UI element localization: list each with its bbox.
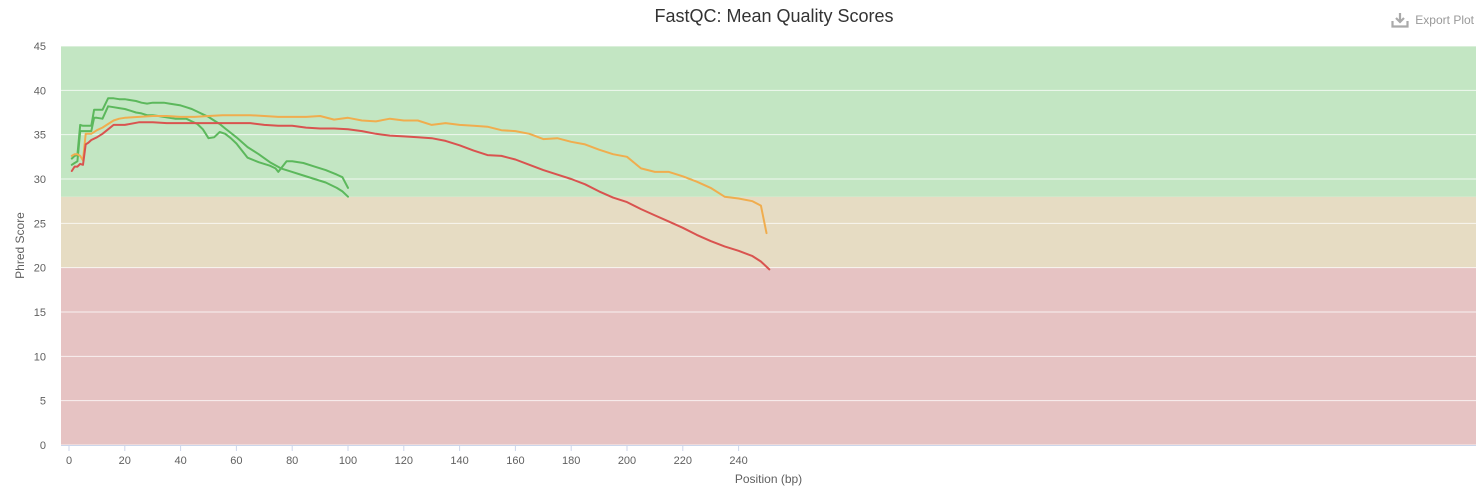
x-tick-label: 0	[66, 455, 72, 467]
x-tick-label: 160	[506, 455, 524, 467]
band-pass	[61, 46, 1476, 197]
y-tick-label: 35	[34, 130, 46, 142]
export-plot-button[interactable]: Export Plot	[1391, 12, 1474, 28]
band-warn	[61, 196, 1476, 268]
x-tick-label: 120	[395, 455, 413, 467]
x-tick-label: 20	[119, 455, 131, 467]
x-tick-label: 240	[729, 455, 747, 467]
y-tick-label: 45	[34, 41, 46, 53]
x-tick-label: 200	[618, 455, 636, 467]
y-tick-label: 40	[34, 85, 46, 97]
y-tick-label: 10	[34, 351, 46, 363]
x-axis-title: Position (bp)	[735, 472, 802, 486]
x-tick-label: 220	[674, 455, 692, 467]
export-plot-label: Export Plot	[1415, 13, 1474, 27]
y-tick-label: 20	[34, 263, 46, 275]
x-tick-label: 100	[339, 455, 357, 467]
x-tick-label: 140	[450, 455, 468, 467]
x-tick-label: 60	[230, 455, 242, 467]
y-axis-title: Phred Score	[13, 212, 27, 279]
y-tick-label: 5	[40, 396, 46, 408]
y-tick-label: 0	[40, 440, 46, 452]
x-tick-label: 80	[286, 455, 298, 467]
x-tick-label: 40	[174, 455, 186, 467]
series-line-pass-2	[70, 105, 349, 189]
y-tick-label: 15	[34, 307, 46, 319]
download-icon	[1391, 12, 1409, 28]
x-tick-label: 180	[562, 455, 580, 467]
chart-title: FastQC: Mean Quality Scores	[654, 6, 894, 26]
y-tick-label: 25	[34, 218, 46, 230]
series-line-fail-4	[70, 121, 771, 271]
series-line-pass-1	[70, 97, 349, 198]
y-tick-label: 30	[34, 174, 46, 186]
series-line-warn-3	[70, 114, 768, 235]
